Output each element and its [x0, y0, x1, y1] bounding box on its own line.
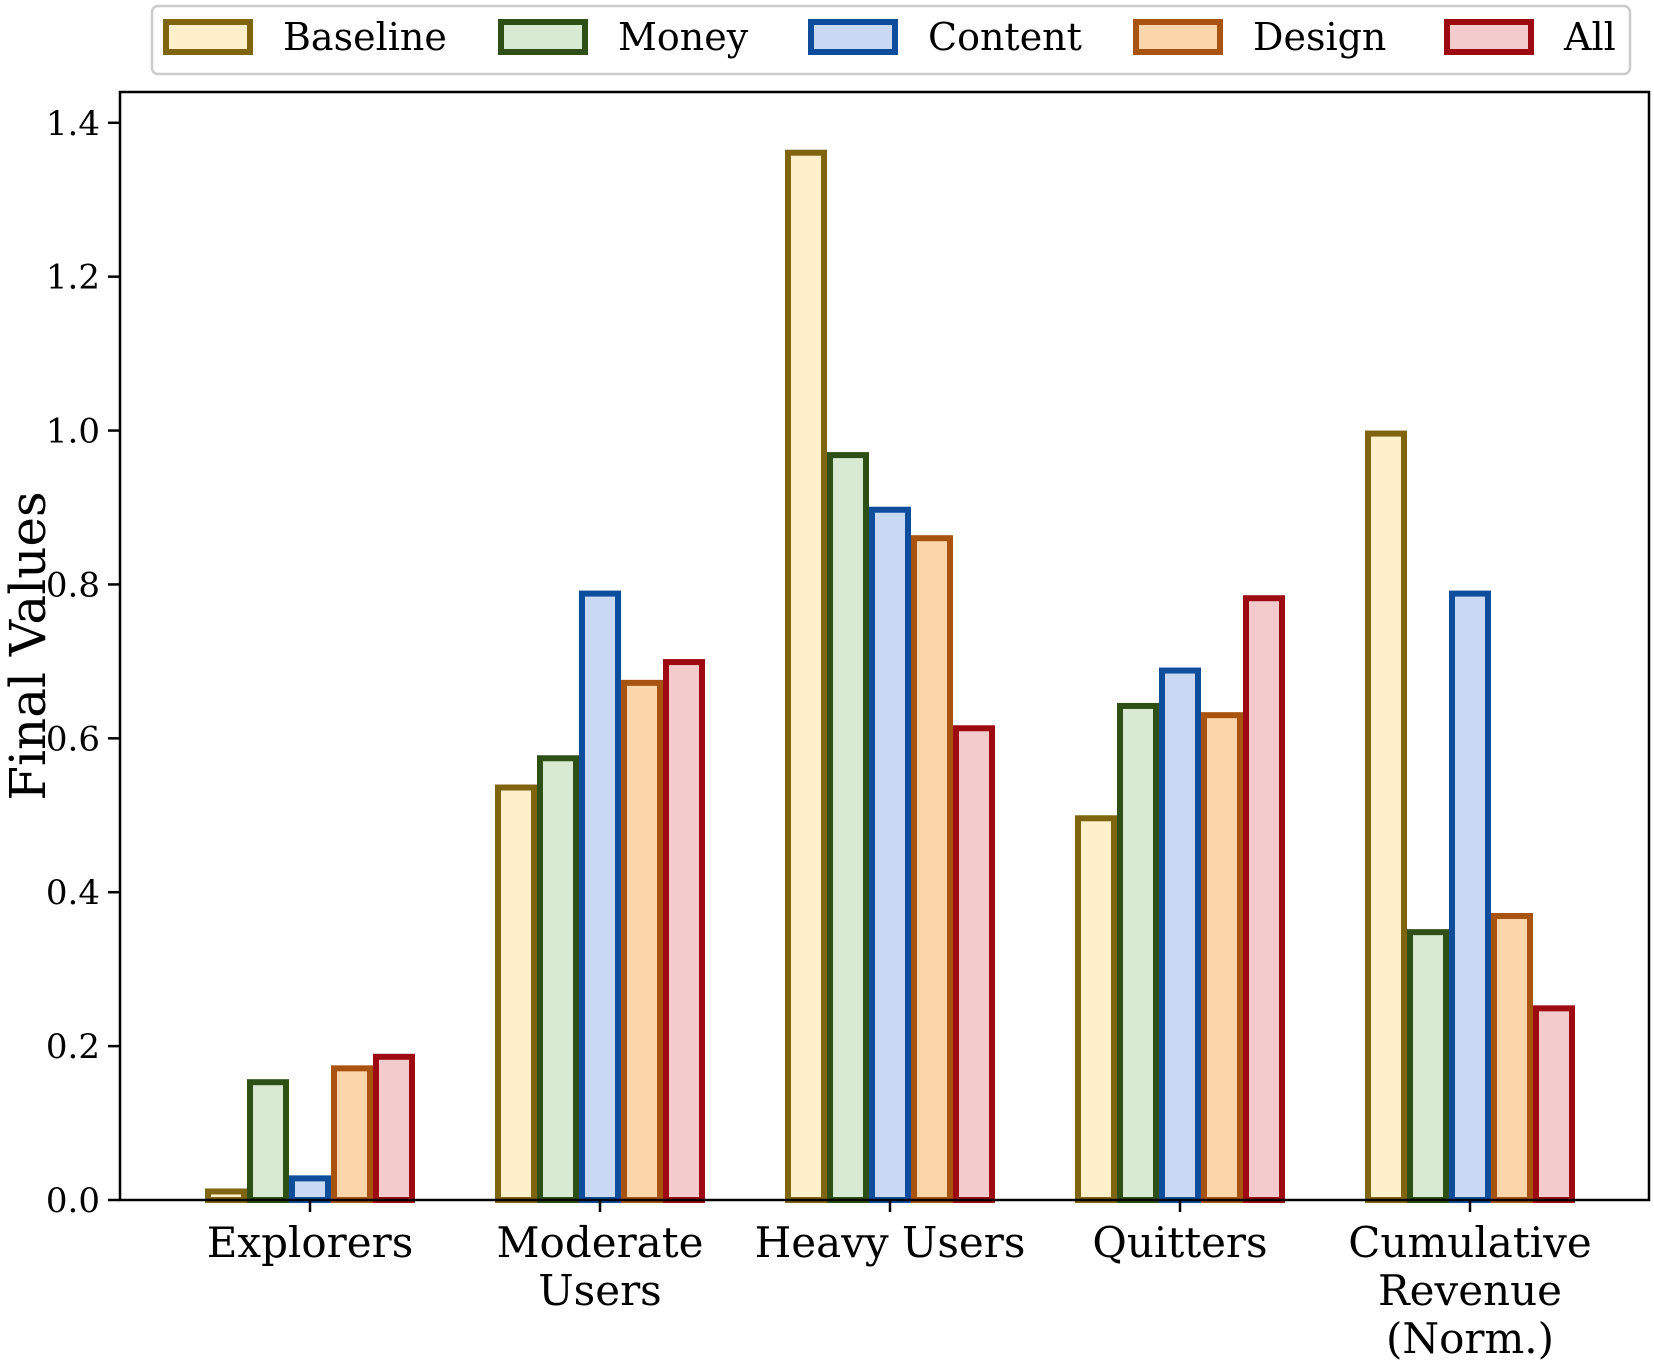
bar-money-0: [247, 1079, 289, 1204]
bar-money-3: [1117, 702, 1159, 1203]
y-tick-label: 0.4: [46, 873, 100, 913]
bar-content-0: [289, 1175, 331, 1204]
bar-design-2: [911, 535, 953, 1203]
bar-money-4: [1407, 929, 1449, 1204]
y-axis: 0.0 0.2 0.4 0.6 0.8 1.0 1.2 1.4: [46, 104, 120, 1221]
bar-content-4: [1449, 590, 1491, 1203]
x-tick-label: (Norm.): [1386, 1314, 1554, 1363]
y-tick-label: 0.2: [46, 1027, 100, 1067]
x-tick-label: Heavy Users: [755, 1218, 1026, 1267]
bar-baseline-0: [205, 1188, 247, 1204]
y-tick-label: 0.0: [46, 1181, 100, 1221]
legend-swatch-baseline: [163, 19, 253, 55]
legend-swatch-all: [1444, 19, 1534, 55]
y-tick-label: 1.4: [46, 104, 100, 144]
bar-all-3: [1243, 595, 1285, 1203]
plot-frame: [118, 90, 1651, 1202]
y-tick-label: 0.6: [46, 719, 100, 759]
x-tick-label: Quitters: [1092, 1218, 1267, 1267]
bar-all-1: [663, 659, 705, 1203]
y-tick-label: 1.0: [46, 412, 100, 452]
x-tick-label: Moderate: [497, 1218, 704, 1267]
bar-baseline-3: [1075, 815, 1117, 1203]
legend-label-content: Content: [928, 15, 1082, 59]
legend-swatch-money: [498, 19, 588, 55]
x-tick-label: Revenue: [1378, 1266, 1562, 1315]
y-tick-label: 1.2: [46, 258, 100, 298]
legend-swatch-content: [808, 19, 898, 55]
legend-label-design: Design: [1253, 15, 1386, 59]
x-tick-label: Cumulative: [1348, 1218, 1591, 1267]
bar-content-1: [579, 590, 621, 1203]
bar-all-2: [953, 725, 995, 1204]
bar-money-2: [827, 452, 869, 1204]
x-tick-label: Explorers: [207, 1218, 414, 1267]
bar-all-0: [373, 1053, 415, 1203]
bar-design-3: [1201, 712, 1243, 1204]
legend-label-baseline: Baseline: [283, 15, 447, 59]
legend-swatch-design: [1133, 19, 1223, 55]
bars: [205, 149, 1575, 1204]
y-tick-label: 0.8: [46, 565, 100, 605]
legend-label-all: All: [1563, 15, 1616, 59]
bar-baseline-1: [495, 784, 537, 1203]
bar-design-4: [1491, 912, 1533, 1203]
bar-money-1: [537, 755, 579, 1203]
bar-design-0: [331, 1065, 373, 1203]
y-axis-label: Final Values: [0, 491, 57, 800]
legend-label-money: Money: [618, 15, 749, 59]
bar-baseline-2: [785, 149, 827, 1203]
bar-baseline-4: [1365, 430, 1407, 1203]
bar-all-4: [1533, 1005, 1575, 1204]
x-tick-label: Users: [538, 1266, 661, 1315]
bar-content-3: [1159, 667, 1201, 1203]
bar-content-2: [869, 506, 911, 1204]
bar-design-1: [621, 679, 663, 1203]
legend: Baseline Money Content Design All: [150, 4, 1632, 76]
